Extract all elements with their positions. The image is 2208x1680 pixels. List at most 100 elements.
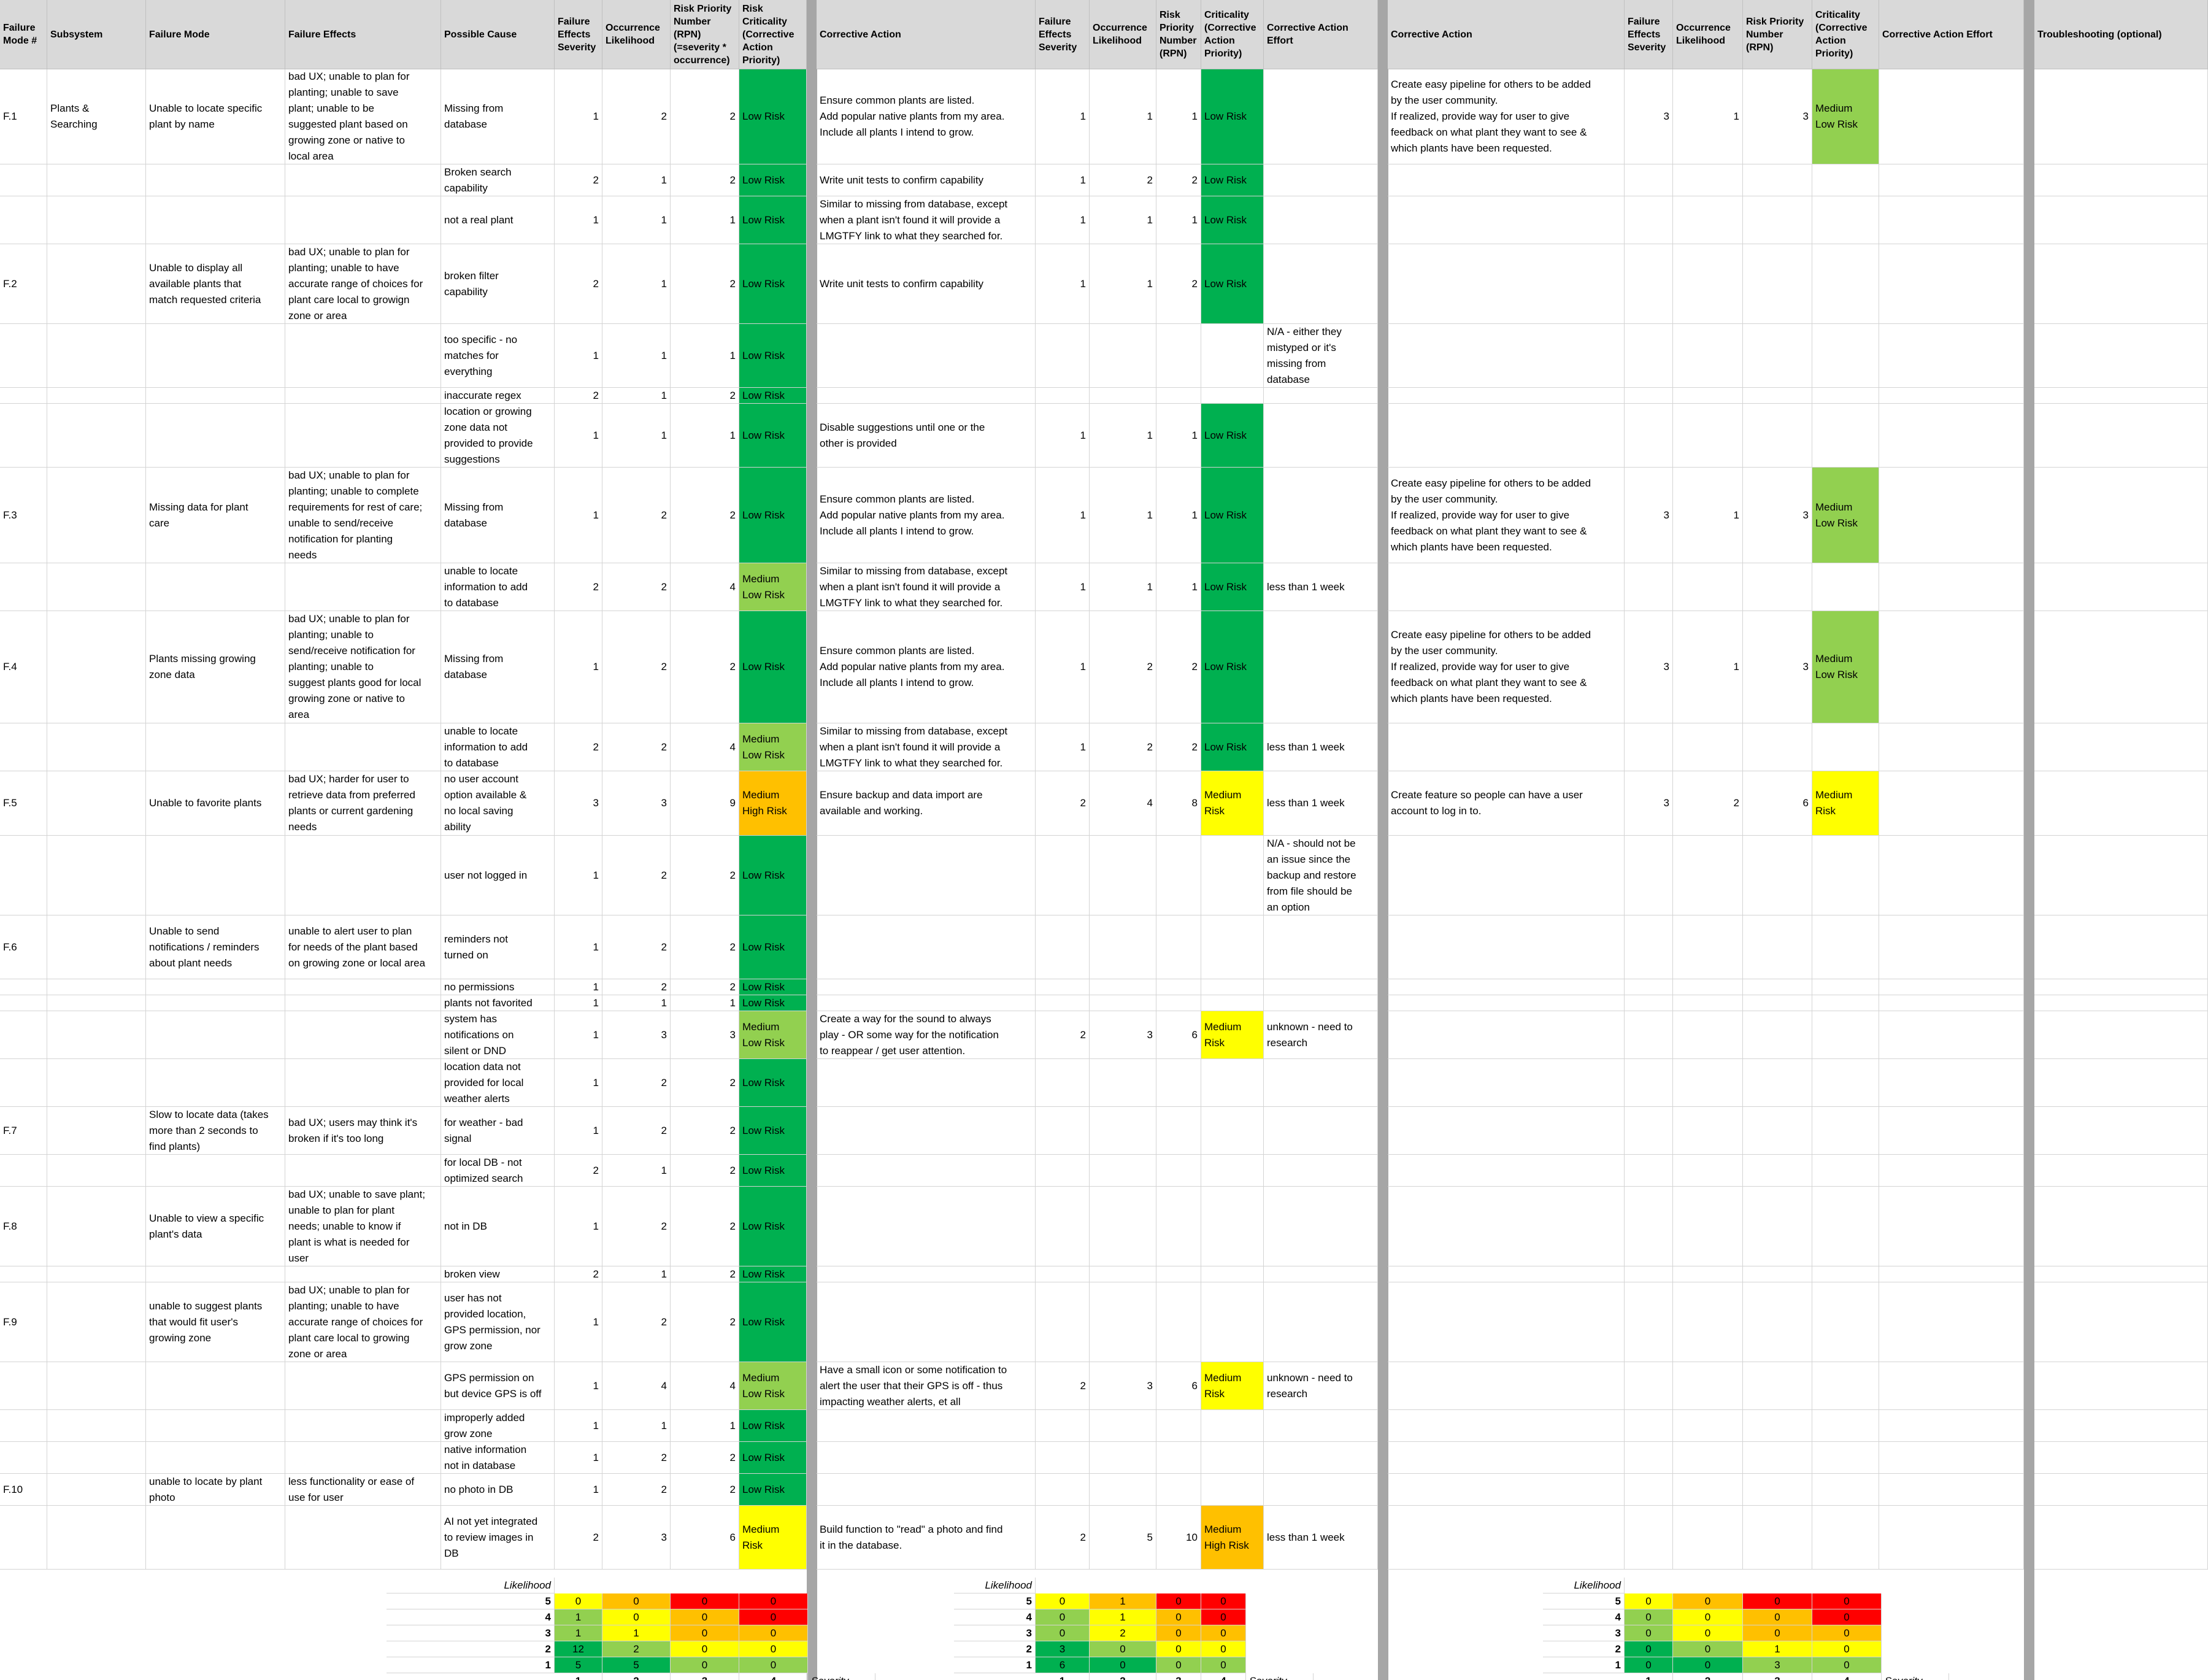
row-28-occ3[interactable] <box>1673 1506 1743 1570</box>
row-26-sev3[interactable] <box>1625 1442 1673 1474</box>
row-11-rpn3[interactable] <box>1743 723 1812 771</box>
row-26-effort[interactable] <box>1264 1442 1378 1474</box>
matrix-3-cell-2-1[interactable]: 0 <box>1625 1641 1673 1657</box>
matrix-3-cell-2-3[interactable]: 1 <box>1743 1641 1812 1657</box>
matrix-3-likelihood-5[interactable]: 5 <box>1543 1593 1625 1609</box>
row-24-action[interactable]: Have a small icon or some notification t… <box>817 1362 1036 1410</box>
row-9-effort[interactable]: less than 1 week <box>1264 563 1378 611</box>
row-23-rpn[interactable]: 2 <box>671 1282 739 1362</box>
row-7-subsystem[interactable] <box>47 404 146 468</box>
row-8-occ2[interactable]: 1 <box>1090 468 1156 563</box>
row-10-action[interactable]: Ensure common plants are listed. Add pop… <box>817 611 1036 723</box>
row-24-crit[interactable]: Medium Low Risk <box>739 1362 807 1410</box>
row-13-cause[interactable]: user not logged in <box>441 836 555 915</box>
row-3-crit3[interactable] <box>1812 196 1879 244</box>
matrix-2-cell-4-1[interactable]: 0 <box>1036 1609 1090 1625</box>
row-26-effects[interactable] <box>285 1442 441 1474</box>
row-23-rpn3[interactable] <box>1743 1282 1812 1362</box>
row-2-rpn2[interactable]: 2 <box>1156 164 1201 196</box>
column-header-sev2[interactable]: Failure Effects Severity <box>1036 0 1090 69</box>
row-25-occ[interactable]: 1 <box>602 1410 671 1442</box>
row-22-occ[interactable]: 1 <box>602 1266 671 1282</box>
row-27-sev2[interactable] <box>1036 1474 1090 1506</box>
row-14-subsystem[interactable] <box>47 915 146 979</box>
matrix-1-cell-3-4[interactable]: 0 <box>739 1625 808 1641</box>
row-7-mode[interactable] <box>0 404 47 468</box>
row-2-action[interactable]: Write unit tests to confirm capability <box>817 164 1036 196</box>
row-12-trouble[interactable] <box>2034 771 2208 836</box>
matrix-1-cell-1-1[interactable]: 5 <box>555 1657 602 1673</box>
matrix-2-severity-label[interactable]: Severity <box>1246 1673 1314 1680</box>
row-18-rpn[interactable]: 2 <box>671 1059 739 1107</box>
row-14-crit2[interactable] <box>1201 915 1264 979</box>
row-4-rpn3[interactable] <box>1743 244 1812 324</box>
row-2-crit3[interactable] <box>1812 164 1879 196</box>
row-17-trouble[interactable] <box>2034 1011 2208 1059</box>
row-2-occ2[interactable]: 2 <box>1090 164 1156 196</box>
row-25-cause[interactable]: improperly added grow zone <box>441 1410 555 1442</box>
matrix-2-cell-4-2[interactable]: 1 <box>1090 1609 1156 1625</box>
column-header-name[interactable]: Failure Mode <box>146 0 285 69</box>
row-8-crit2[interactable]: Low Risk <box>1201 468 1264 563</box>
row-24-rpn3[interactable] <box>1743 1362 1812 1410</box>
row-2-crit[interactable]: Low Risk <box>739 164 807 196</box>
row-1-name[interactable]: Unable to locate specific plant by name <box>146 69 285 164</box>
row-22-effort[interactable] <box>1264 1266 1378 1282</box>
row-25-rpn3[interactable] <box>1743 1410 1812 1442</box>
row-27-action[interactable] <box>817 1474 1036 1506</box>
row-28-effort3[interactable] <box>1879 1506 2024 1570</box>
row-7-crit3[interactable] <box>1812 404 1879 468</box>
row-8-subsystem[interactable] <box>47 468 146 563</box>
row-9-rpn[interactable]: 4 <box>671 563 739 611</box>
row-18-action3[interactable] <box>1388 1059 1625 1107</box>
row-10-name[interactable]: Plants missing growing zone data <box>146 611 285 723</box>
row-24-sev2[interactable]: 2 <box>1036 1362 1090 1410</box>
matrix-1-likelihood-3[interactable]: 3 <box>387 1625 555 1641</box>
matrix-1-cell-3-1[interactable]: 1 <box>555 1625 602 1641</box>
row-27-sev3[interactable] <box>1625 1474 1673 1506</box>
matrix-3-likelihood-4[interactable]: 4 <box>1543 1609 1625 1625</box>
row-13-occ2[interactable] <box>1090 836 1156 915</box>
row-16-effort[interactable] <box>1264 995 1378 1011</box>
row-16-rpn2[interactable] <box>1156 995 1201 1011</box>
matrix-2-cell-3-2[interactable]: 2 <box>1090 1625 1156 1641</box>
row-21-rpn2[interactable] <box>1156 1187 1201 1266</box>
row-17-crit2[interactable]: Medium Risk <box>1201 1011 1264 1059</box>
row-26-occ2[interactable] <box>1090 1442 1156 1474</box>
row-6-cause[interactable]: inaccurate regex <box>441 388 555 404</box>
column-header-mode[interactable]: Failure Mode # <box>0 0 47 69</box>
row-7-occ3[interactable] <box>1673 404 1743 468</box>
row-24-effort[interactable]: unknown - need to research <box>1264 1362 1378 1410</box>
row-17-sev2[interactable]: 2 <box>1036 1011 1090 1059</box>
row-9-action3[interactable] <box>1388 563 1625 611</box>
row-7-rpn2[interactable]: 1 <box>1156 404 1201 468</box>
row-25-crit[interactable]: Low Risk <box>739 1410 807 1442</box>
row-1-occ[interactable]: 2 <box>602 69 671 164</box>
row-4-name[interactable]: Unable to display all available plants t… <box>146 244 285 324</box>
row-14-effort[interactable] <box>1264 915 1378 979</box>
row-18-crit[interactable]: Low Risk <box>739 1059 807 1107</box>
row-16-sev3[interactable] <box>1625 995 1673 1011</box>
row-3-occ[interactable]: 1 <box>602 196 671 244</box>
row-4-occ3[interactable] <box>1673 244 1743 324</box>
row-11-effects[interactable] <box>285 723 441 771</box>
row-1-rpn3[interactable]: 3 <box>1743 69 1812 164</box>
row-22-rpn2[interactable] <box>1156 1266 1201 1282</box>
row-5-sev3[interactable] <box>1625 324 1673 388</box>
matrix-1-likelihood-4[interactable]: 4 <box>387 1609 555 1625</box>
row-16-action[interactable] <box>817 995 1036 1011</box>
column-header-crit[interactable]: Risk Criticality (Corrective Action Prio… <box>739 0 807 69</box>
row-10-crit2[interactable]: Low Risk <box>1201 611 1264 723</box>
row-26-effort3[interactable] <box>1879 1442 2024 1474</box>
row-16-rpn[interactable]: 1 <box>671 995 739 1011</box>
row-7-crit2[interactable]: Low Risk <box>1201 404 1264 468</box>
row-25-effort[interactable] <box>1264 1410 1378 1442</box>
row-27-effort[interactable] <box>1264 1474 1378 1506</box>
row-9-trouble[interactable] <box>2034 563 2208 611</box>
row-1-mode[interactable]: F.1 <box>0 69 47 164</box>
row-8-rpn2[interactable]: 1 <box>1156 468 1201 563</box>
row-9-crit3[interactable] <box>1812 563 1879 611</box>
row-23-sev2[interactable] <box>1036 1282 1090 1362</box>
column-header-sev3[interactable]: Failure Effects Severity <box>1625 0 1673 69</box>
row-25-mode[interactable] <box>0 1410 47 1442</box>
